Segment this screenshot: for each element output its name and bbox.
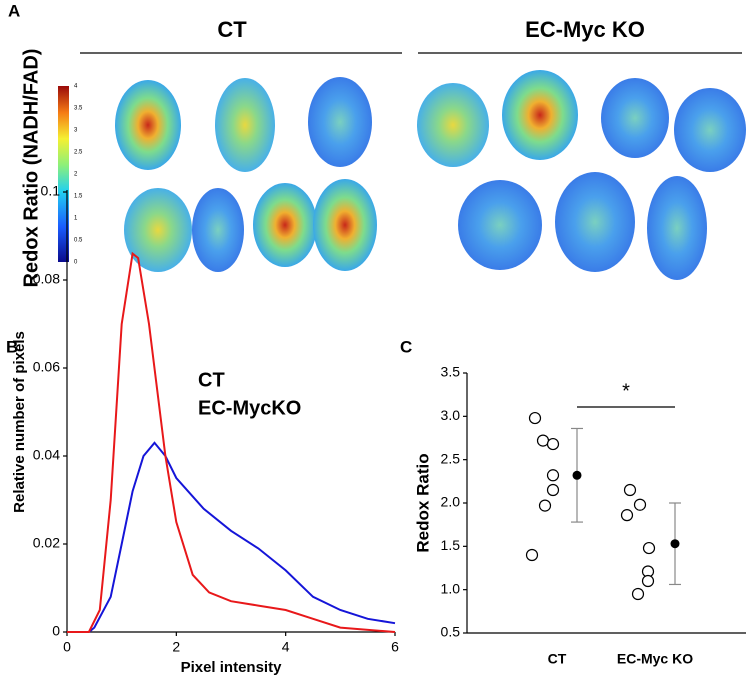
data-point <box>538 499 552 512</box>
tumor-image <box>215 78 275 172</box>
x-tick-label: 4 <box>282 639 290 655</box>
data-point <box>546 437 560 451</box>
line <box>67 441 396 633</box>
y-tick-label: 0.06 <box>33 359 60 375</box>
y-tick-label: 3.0 <box>441 407 461 423</box>
colorbar-tick-label: 1.5 <box>74 194 83 200</box>
colorbar <box>58 86 69 262</box>
panel-label: A <box>8 1 20 20</box>
panel-label: C <box>400 337 412 356</box>
data-point <box>546 483 560 497</box>
tumor-image <box>192 188 244 272</box>
data-point <box>623 483 637 497</box>
x-tick-label: 6 <box>391 639 399 655</box>
data-point <box>546 469 560 482</box>
y-tick-label: 0.08 <box>33 271 60 287</box>
tumor-image <box>308 77 372 167</box>
tumor-image <box>253 183 317 267</box>
mean-point <box>572 470 582 480</box>
y-axis-label: Relative number of pixels <box>11 331 28 513</box>
tumor-image <box>458 180 542 270</box>
legend-label: CT <box>198 369 225 391</box>
tumor-images <box>115 70 746 280</box>
y-tick-label: 3.5 <box>441 364 461 380</box>
tumor-image <box>555 172 635 272</box>
tumor-image <box>502 70 578 160</box>
significance-label: * <box>622 380 630 402</box>
panel-label: B <box>6 337 18 356</box>
y-tick-label: 1.5 <box>441 537 461 553</box>
colorbar-tick-label: 3 <box>74 128 78 134</box>
y-tick-label: 0.02 <box>33 535 60 551</box>
y-tick-label: 0.04 <box>33 447 60 463</box>
x-tick-label: CT <box>548 651 567 667</box>
tumor-image <box>115 80 181 170</box>
tumor-image <box>124 188 192 272</box>
y-tick-label: 0.1 <box>41 183 61 199</box>
tumor-image <box>674 88 746 172</box>
colorbar-tick-label: 1 <box>74 216 78 222</box>
group-label: CT <box>217 17 247 42</box>
data-point <box>631 587 645 601</box>
tumor-image <box>417 83 489 167</box>
data-point <box>642 541 656 555</box>
line <box>67 251 396 633</box>
data-point <box>620 509 634 522</box>
colorbar-tick-label: 2.5 <box>74 150 83 156</box>
y-tick-label: 0 <box>52 623 60 639</box>
legend-label: EC-MycKO <box>198 397 301 419</box>
tumor-image <box>313 179 377 271</box>
y-tick-label: 2.5 <box>441 450 461 466</box>
y-tick-label: 1.0 <box>441 580 461 596</box>
data-point <box>528 411 542 425</box>
y-tick-label: 2.0 <box>441 494 461 510</box>
group-label: EC-Myc KO <box>525 17 645 42</box>
x-tick-label: 2 <box>172 639 180 655</box>
colorbar-tick-label: 0.5 <box>74 238 83 244</box>
colorbar-tick-label: 3.5 <box>74 106 83 112</box>
data-point <box>641 574 655 588</box>
tumor-image <box>647 176 707 280</box>
colorbar-tick-label: 4 <box>74 84 78 90</box>
data-point <box>633 498 647 511</box>
data-point <box>525 548 539 562</box>
y-tick-label: 0.5 <box>441 624 461 640</box>
colorbar-tick-label: 2 <box>74 172 78 178</box>
data-point <box>536 434 550 447</box>
x-axis-label: Pixel intensity <box>181 659 283 676</box>
y-axis-label: Redox Ratio <box>413 453 432 552</box>
x-tick-label: 0 <box>63 639 71 655</box>
colorbar-tick-label: 0 <box>74 260 78 266</box>
colorbar-label: Redox Ratio (NADH/FAD) <box>20 49 42 288</box>
tumor-image <box>601 78 669 158</box>
mean-point <box>670 539 680 549</box>
x-tick-label: EC-Myc KO <box>617 651 693 667</box>
